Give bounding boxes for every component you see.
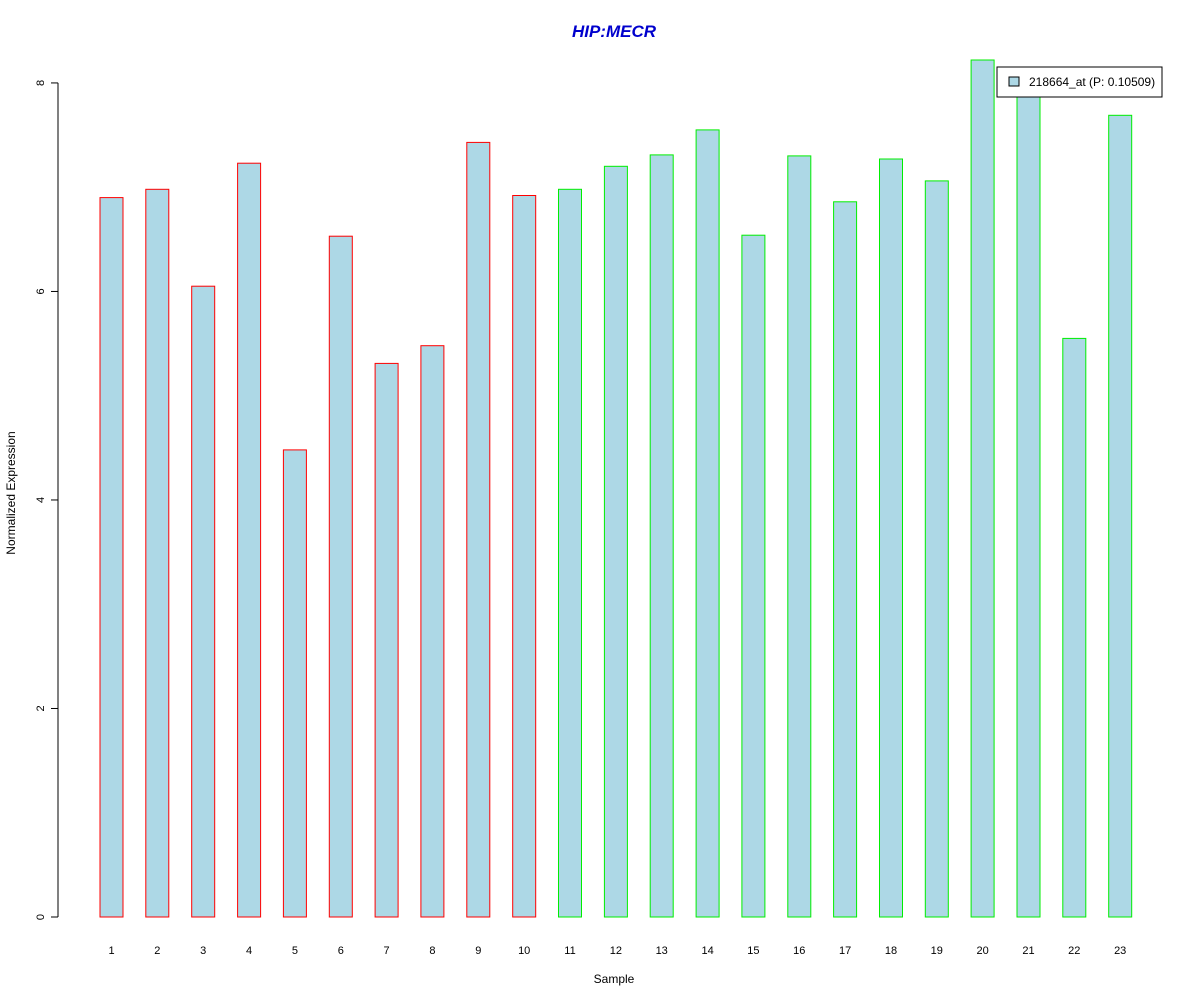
y-tick-label: 2 (35, 705, 47, 711)
legend-swatch (1008, 76, 1020, 87)
bar-20 (970, 59, 995, 918)
bar-21 (1016, 92, 1041, 918)
y-tick-label: 0 (35, 914, 47, 920)
x-tick-label-22: 22 (1068, 945, 1080, 957)
x-tick-labels: 1 2 3 4 5 6 7 8 9 10 11 12 13 14 15 16 17 18 19 20 21 22 23 (108, 945, 1126, 957)
x-tick-label-10: 10 (518, 945, 530, 957)
bar-13 (649, 154, 674, 918)
bars-group (99, 59, 1133, 918)
x-tick-label-2: 2 (154, 945, 160, 957)
bar-3 (191, 285, 216, 918)
legend: 218664_at (P: 0.10509) (996, 66, 1163, 98)
bar-23 (1108, 114, 1133, 918)
bar-19 (924, 180, 949, 918)
x-tick-label-15: 15 (747, 945, 759, 957)
bar-18 (879, 158, 903, 918)
x-tick-label-6: 6 (338, 945, 344, 957)
x-tick-label-14: 14 (701, 945, 713, 957)
bar-15 (741, 234, 766, 918)
bar-1 (99, 197, 124, 918)
chart-title: HIP:MECR (572, 22, 657, 41)
legend-box (996, 66, 1163, 98)
x-axis-title: Sample (594, 972, 635, 986)
x-tick-label-16: 16 (793, 945, 805, 957)
legend-label: 218664_at (P: 0.10509) (1029, 75, 1155, 89)
bar-4 (237, 162, 262, 918)
bar-17 (833, 201, 858, 918)
bar-22 (1062, 337, 1087, 918)
y-axis-title: Normalized Expression (4, 431, 18, 554)
x-tick-label-19: 19 (931, 945, 943, 957)
y-axis: 0 2 4 6 8 (35, 80, 59, 920)
x-tick-label-12: 12 (610, 945, 622, 957)
x-tick-label-1: 1 (108, 945, 114, 957)
x-tick-label-7: 7 (384, 945, 390, 957)
y-tick-label: 8 (35, 80, 47, 86)
bar-5 (282, 449, 307, 918)
x-tick-label-21: 21 (1022, 945, 1034, 957)
bar-7 (374, 362, 399, 918)
x-tick-label-8: 8 (429, 945, 435, 957)
bar-9 (466, 141, 491, 918)
x-tick-label-9: 9 (475, 945, 481, 957)
x-tick-label-3: 3 (200, 945, 206, 957)
bar-11 (558, 188, 582, 918)
bar-12 (603, 165, 628, 918)
y-tick-label: 6 (35, 288, 47, 294)
x-tick-label-20: 20 (976, 945, 988, 957)
x-tick-label-17: 17 (839, 945, 851, 957)
x-tick-label-4: 4 (246, 945, 252, 957)
x-tick-label-13: 13 (656, 945, 668, 957)
y-tick-label: 4 (35, 497, 47, 503)
x-tick-label-5: 5 (292, 945, 298, 957)
bar-6 (328, 235, 353, 918)
bar-16 (787, 155, 812, 918)
bar-2 (145, 188, 170, 918)
bar-8 (420, 345, 445, 918)
x-tick-label-11: 11 (564, 945, 575, 957)
x-tick-label-18: 18 (885, 945, 897, 957)
x-tick-label-23: 23 (1114, 945, 1126, 957)
bar-14 (695, 129, 720, 918)
bar-10 (512, 195, 537, 918)
